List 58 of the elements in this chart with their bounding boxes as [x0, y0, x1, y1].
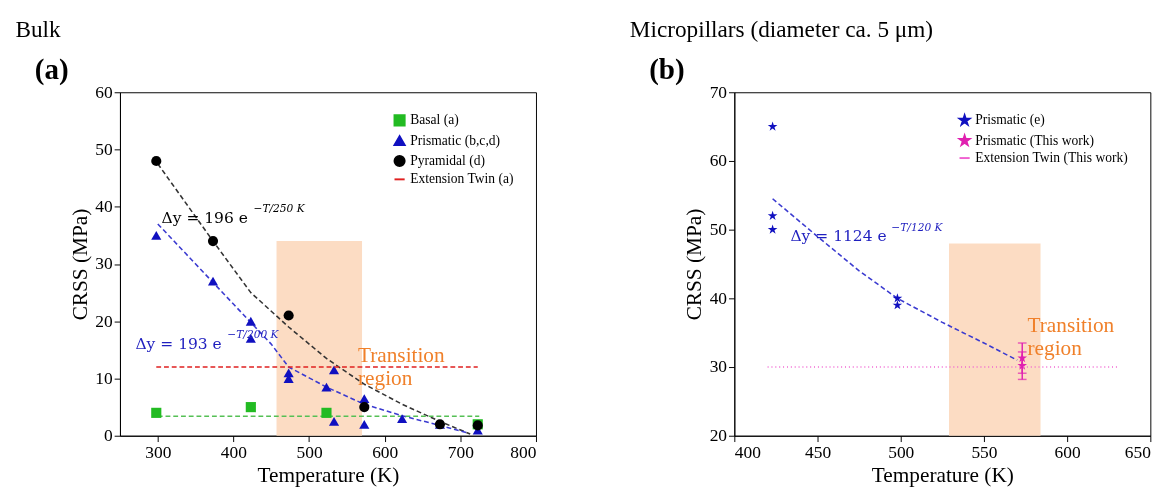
legend-label: Prismatic (e)	[975, 112, 1045, 129]
point	[245, 316, 256, 326]
x-tick-label: 400	[220, 441, 248, 462]
x-tick-label: 500	[888, 441, 915, 462]
y-tick-label: 60	[95, 81, 114, 102]
legend-label: Prismatic (This work)	[975, 132, 1095, 149]
x-tick-label: 700	[447, 441, 475, 462]
x-tick-label: 400	[734, 441, 762, 462]
x-tick-label: 600	[372, 441, 399, 462]
point	[359, 402, 370, 413]
legend-label: Extension Twin (a)	[410, 171, 514, 188]
x-tick-label: 650	[1124, 441, 1152, 462]
y-tick-label: 40	[95, 196, 114, 217]
y-tick-label: 10	[95, 367, 114, 388]
point	[151, 407, 162, 418]
y-axis-title: CRSS (MPa)	[681, 208, 706, 321]
x-axis-title: Temperature (K)	[257, 462, 400, 487]
annotation: Δy = 196 e−T/250 K	[161, 202, 306, 227]
y-tick-label: 40	[709, 287, 728, 308]
y-axis-title: CRSS (MPa)	[67, 208, 92, 321]
point	[151, 231, 162, 240]
point	[359, 419, 370, 429]
x-tick-label: 800	[510, 441, 537, 462]
legend-label: Extension Twin (This work)	[975, 149, 1128, 166]
point	[359, 394, 370, 403]
x-tick-label: 450	[804, 441, 832, 462]
point	[328, 417, 340, 426]
chart-title: Bulk	[15, 16, 62, 43]
annotation: Δy = 1124 e−T/120 K	[790, 220, 944, 246]
y-tick-label: 30	[709, 356, 728, 377]
point	[207, 276, 219, 286]
legend-label: Basal (a)	[410, 112, 459, 129]
chart-title: Micropillars (diameter ca. 5 μm)	[629, 16, 934, 43]
y-tick-label: 70	[709, 81, 728, 102]
y-tick-label: 20	[709, 425, 728, 446]
y-tick-label: 0	[104, 425, 114, 446]
y-tick-label: 60	[709, 150, 728, 171]
legend-label: Pyramidal (d)	[410, 152, 485, 169]
x-tick-label: 550	[971, 441, 998, 462]
legend-label: Prismatic (b,c,d)	[410, 132, 501, 149]
x-tick-label: 600	[1054, 441, 1081, 462]
point	[283, 310, 294, 321]
point	[321, 407, 332, 418]
y-tick-label: 50	[95, 138, 114, 159]
x-tick-label: 300	[145, 441, 172, 462]
annotation: Transition region	[1027, 313, 1115, 361]
y-tick-label: 30	[95, 253, 114, 274]
y-tick-label: 20	[95, 310, 114, 331]
text: (b)	[649, 52, 685, 86]
text: (a)	[34, 52, 69, 86]
point	[397, 414, 408, 423]
point	[151, 155, 162, 167]
annotation: Transition region	[357, 343, 445, 391]
point	[245, 402, 256, 413]
y-tick-label: 50	[709, 218, 728, 239]
x-axis-title: Temperature (K)	[871, 462, 1014, 487]
point	[207, 236, 219, 247]
x-tick-label: 500	[296, 441, 323, 462]
